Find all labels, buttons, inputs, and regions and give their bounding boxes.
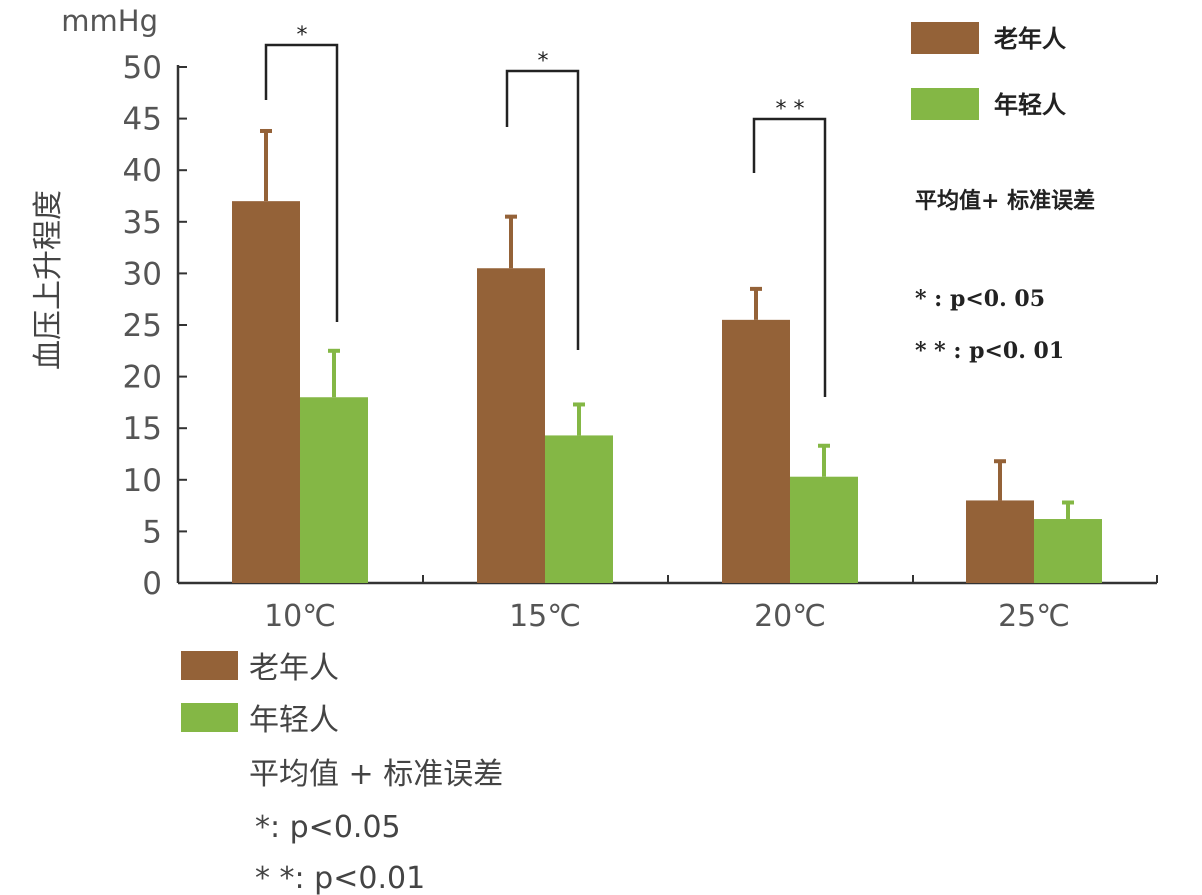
bar-young-0: [300, 397, 368, 583]
bar-elderly-3: [966, 500, 1034, 583]
y-tick-label-40: 40: [123, 153, 162, 189]
sig-marker-1: *: [538, 49, 549, 74]
legend-bottom: 老年人 年轻人 平均值 + 标准误差 *: p<0.05 * *: p<0.01: [181, 651, 503, 895]
y-tick-label-15: 15: [123, 411, 162, 447]
x-label-0: 10℃: [264, 599, 336, 634]
bar-elderly-0: [232, 201, 300, 583]
legend-top-swatch-elderly: [911, 22, 979, 54]
y-tick-label-35: 35: [123, 205, 162, 241]
y-tick-label-50: 50: [123, 50, 162, 86]
significance-brackets: * * * *: [264, 23, 827, 397]
y-tick-label-30: 30: [123, 256, 162, 292]
legend-bottom-label-elderly: 老年人: [249, 651, 339, 686]
legend-bottom-sig1: *: p<0.05: [255, 810, 401, 845]
sig-marker-0: *: [297, 23, 308, 48]
y-tick-label-25: 25: [123, 308, 162, 344]
bar-elderly-1: [477, 268, 545, 583]
x-label-1: 15℃: [509, 599, 581, 634]
legend-top-sig1: * : p<0. 05: [915, 286, 1045, 312]
y-axis-title: 血压上升程度: [31, 190, 66, 370]
bar-young-3: [1034, 519, 1102, 583]
bar-young-1: [545, 435, 613, 583]
legend-top-swatch-young: [911, 88, 979, 120]
legend-bottom-sig2: * *: p<0.01: [255, 861, 425, 895]
legend-top-label-young: 年轻人: [994, 90, 1066, 119]
x-label-3: 25℃: [998, 599, 1070, 634]
y-tick-label-0: 0: [142, 566, 162, 602]
bars: [232, 201, 1102, 583]
y-unit-label: mmHg: [61, 4, 158, 38]
sig-bracket-0: [264, 43, 339, 322]
sig-marker-2: * *: [776, 97, 805, 122]
sig-bracket-2: [752, 117, 827, 397]
legend-top-note: 平均值+ 标准误差: [915, 188, 1095, 214]
error-bars: [260, 128, 1074, 520]
y-tick-label-45: 45: [123, 102, 162, 138]
bar-young-2: [790, 476, 858, 583]
sig-bracket-1: [505, 69, 580, 350]
legend-top-label-elderly: 老年人: [994, 24, 1066, 53]
bar-elderly-2: [722, 319, 790, 583]
legend-bottom-swatch-elderly: [181, 651, 238, 680]
x-label-2: 20℃: [754, 599, 826, 634]
legend-bottom-note: 平均值 + 标准误差: [249, 757, 503, 792]
legend-top: 老年人 年轻人 平均值+ 标准误差 * : p<0. 05 * * : p<0.…: [911, 22, 1095, 364]
legend-top-sig2: * * : p<0. 01: [915, 338, 1064, 364]
y-tick-label-20: 20: [123, 360, 162, 396]
legend-bottom-label-young: 年轻人: [249, 703, 339, 738]
axes: 0 5 10 15 20 25 30 35 40 45 50 10℃ 15℃ 20℃ 25℃: [123, 50, 1158, 634]
y-tick-label-5: 5: [142, 514, 162, 550]
legend-bottom-swatch-young: [181, 703, 238, 732]
y-tick-label-10: 10: [123, 463, 162, 499]
